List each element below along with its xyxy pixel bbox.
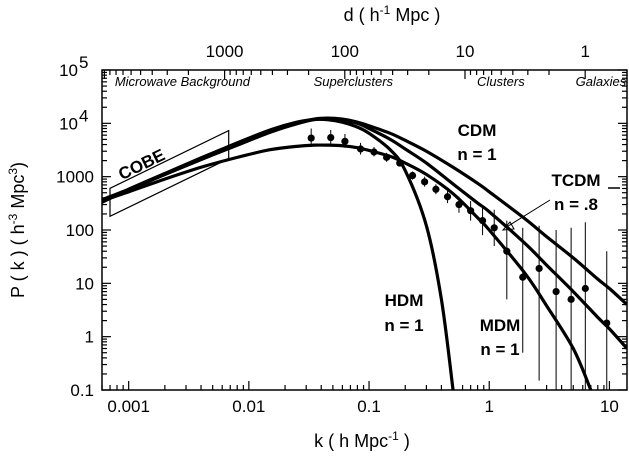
y-tick-label: 10 [75, 274, 94, 293]
data-point [356, 145, 365, 153]
data-point [307, 134, 315, 142]
data-point [535, 264, 543, 273]
axis-ticks [101, 69, 627, 391]
cdm-label: CDM [458, 121, 497, 140]
y-tick-label: 0.1 [70, 381, 94, 400]
data-point [519, 273, 527, 281]
data-point [552, 287, 560, 296]
data-point [490, 224, 498, 232]
scale-region-labels: Microwave Background Superclusters Cluster… [115, 74, 627, 89]
top-tick-label: 100 [331, 42, 359, 61]
data-point [432, 185, 440, 193]
data-point [455, 200, 463, 209]
region-label: Superclusters [314, 74, 394, 89]
cobe-band [109, 129, 230, 218]
cobe-box [109, 129, 230, 218]
x-axis-title: k ( h Mpc-1 ) [314, 429, 410, 451]
curve-tcdm [102, 117, 627, 350]
y-tick-label: 100 [66, 221, 94, 240]
hdm-label: HDM [385, 291, 424, 310]
tcdm-arrow-line [504, 199, 551, 229]
curve-cdm [102, 116, 627, 306]
curve-hdm [102, 117, 455, 390]
x-tick-labels: 0.001 0.01 0.1 1 10 [107, 397, 619, 416]
y-tick-exponent: 4 [79, 106, 88, 125]
tcdm-label: TCDM [551, 171, 600, 190]
data-point [383, 153, 391, 161]
data-points [307, 134, 611, 327]
x-tick-label: 0.1 [357, 397, 381, 416]
plot-frame [101, 69, 628, 391]
data-point [503, 247, 511, 255]
x-tick-label: 0.01 [232, 397, 265, 416]
y-tick-label: 1 [85, 328, 94, 347]
data-point [567, 295, 575, 303]
top-tick-label: 10 [456, 42, 475, 61]
y-tick-label: 1000 [56, 168, 94, 187]
data-point [603, 319, 611, 327]
region-label: Clusters [477, 74, 525, 89]
top-tick-label: 1000 [206, 42, 244, 61]
data-point [327, 134, 335, 142]
region-label: Galaxies [576, 74, 627, 89]
hdm-n-label: n = 1 [384, 316, 423, 335]
error-bars [310, 128, 608, 390]
x-tick-label: 10 [600, 397, 619, 416]
data-point [396, 159, 404, 167]
x-tick-label: 1 [485, 397, 494, 416]
y-tick-exponent: 5 [79, 53, 88, 72]
mdm-label: MDM [480, 316, 521, 335]
top-tick-labels: 1000 100 10 1 [206, 42, 590, 61]
data-point [443, 193, 452, 201]
data-point [408, 171, 417, 180]
tcdm-n-label: n = .8 [554, 195, 598, 214]
top-tick-label: 1 [580, 42, 589, 61]
data-point [370, 148, 378, 156]
y-tick-label: 10 [59, 114, 78, 133]
mdm-n-label: n = 1 [480, 340, 519, 359]
data-point [421, 178, 429, 186]
model-curves [102, 116, 627, 390]
data-point [341, 137, 349, 145]
tcdm-arrow-head [501, 221, 515, 231]
data-point [581, 284, 589, 293]
data-point [478, 217, 487, 225]
top-axis-title: d ( h-1 Mpc ) [344, 3, 441, 25]
x-tick-label: 0.001 [107, 397, 150, 416]
data-point [467, 207, 475, 215]
y-axis-title: P ( k ) ( h-3 Mpc3) [6, 162, 28, 298]
y-tick-label: 10 [59, 61, 78, 80]
cdm-n-label: n = 1 [457, 145, 496, 164]
region-label: Microwave Background [115, 74, 251, 89]
